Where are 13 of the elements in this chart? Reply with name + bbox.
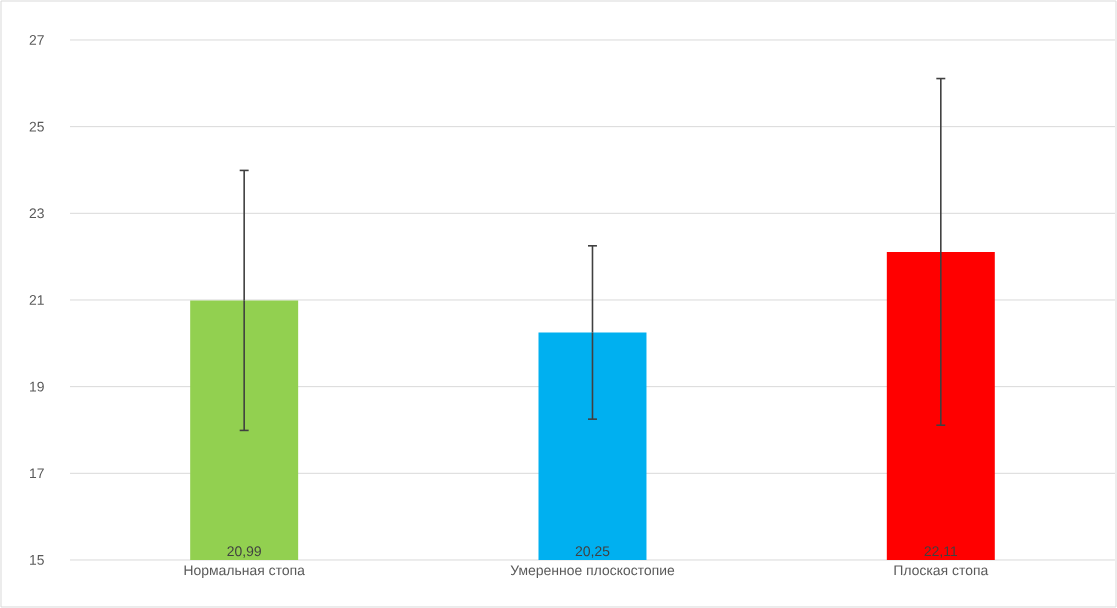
x-tick-label: Плоская стопа	[894, 565, 989, 576]
y-tick-label: 17	[30, 468, 44, 479]
y-tick-label: 27	[29, 35, 44, 45]
data-label: 22,11	[924, 546, 958, 558]
y-tick-label: 23	[29, 208, 44, 219]
x-tick-label: Умеренное плоскостопие	[510, 565, 675, 578]
y-tick-label: 21	[29, 295, 44, 305]
y-tick-label: 19	[30, 381, 44, 392]
data-label: 20,25	[575, 546, 610, 558]
x-tick-label: Нормальная стопа	[184, 565, 305, 578]
y-tick-label: 25	[29, 121, 44, 132]
y-tick-label: 15	[30, 555, 44, 565]
data-label: 20,99	[227, 546, 261, 558]
